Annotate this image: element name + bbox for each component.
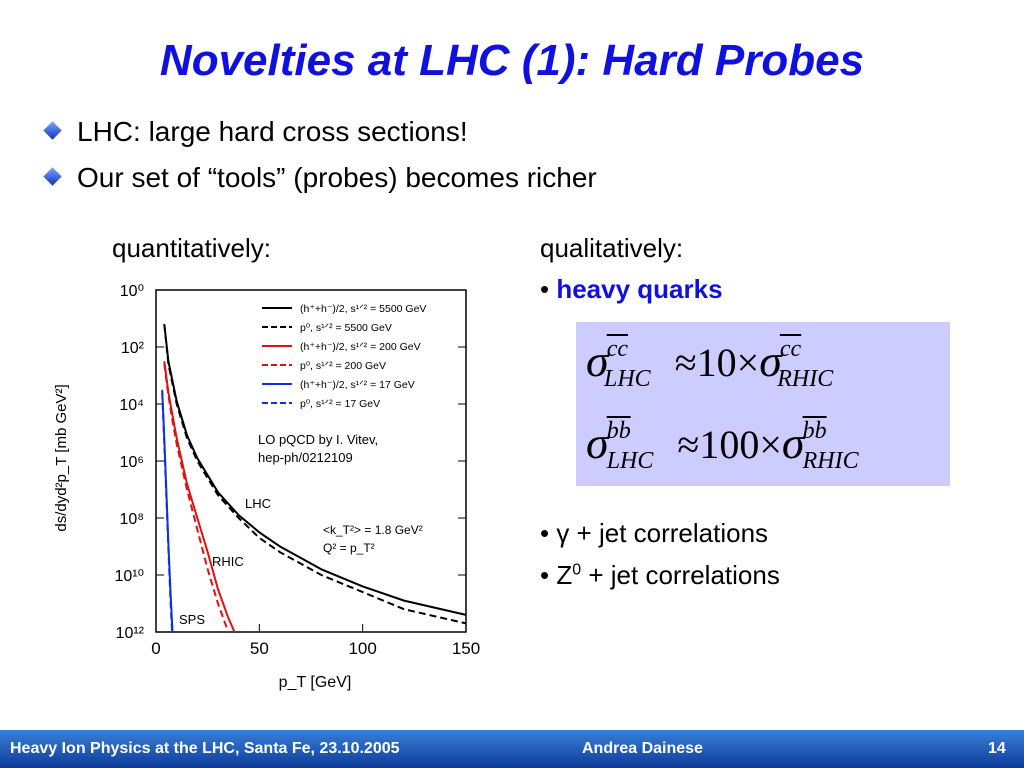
footer-bar: Heavy Ion Physics at the LHC, Santa Fe, … xyxy=(0,730,1024,768)
y-tick-label: 10⁶ xyxy=(120,454,144,471)
eq2-superscript-2: bb xyxy=(802,418,827,444)
eq1-superscript-2: cc xyxy=(779,336,802,362)
annotation-line-1: LO pQCD by I. Vitev, xyxy=(258,432,378,447)
qualitatively-label: qualitatively: xyxy=(540,233,684,263)
z0-superscript: 0 xyxy=(572,561,582,579)
legend-entry: p⁰, s¹ᐟ² = 5500 GeV xyxy=(300,322,392,334)
bullet-dot: • xyxy=(540,274,550,304)
sigma-symbol: σ xyxy=(586,417,609,468)
cross-section-chart: 10⁰ 10² 10⁴ 10⁶ 10⁸ 10¹⁰ 10¹² 0 50 100 150 (h⁺+h⁻… xyxy=(53,283,480,691)
eq1-subscript: LHC xyxy=(604,366,651,392)
z0-jet-item: • Z0 + jet correlations xyxy=(540,560,780,591)
legend-entry: (h⁺+h⁻)/2, s¹ᐟ² = 5500 GeV xyxy=(300,303,426,315)
x-tick-label: 150 xyxy=(452,639,480,658)
sigma-symbol: σ xyxy=(781,417,805,468)
y-tick-label: 10² xyxy=(121,340,145,357)
legend-entry: (h⁺+h⁻)/2, s¹ᐟ² = 200 GeV xyxy=(300,341,421,353)
eq1-superscript: cc xyxy=(606,336,628,362)
diamond-bullet-icon xyxy=(43,167,62,186)
footer-author: Andrea Dainese xyxy=(582,740,703,757)
eq1-relation: ≈10× xyxy=(674,340,760,385)
cross-section-equations: σccLHC ≈10×σccRHIC σbbLHC ≈100×σbbRHIC xyxy=(576,322,950,486)
y-tick-label: 10¹⁰ xyxy=(114,568,144,585)
x-tick-label: 50 xyxy=(250,639,269,658)
y-tick-label: 10⁴ xyxy=(119,397,144,414)
page-number: 14 xyxy=(988,740,1006,757)
z0-text: • Z xyxy=(540,560,573,590)
gamma-jet-item: • γ + jet correlations xyxy=(540,518,769,548)
region-label-sps: SPS xyxy=(179,612,205,627)
eq2-subscript-2: RHIC xyxy=(802,448,859,474)
equation-charm: σccLHC ≈10×σccRHIC xyxy=(586,334,833,392)
y-tick-label: 10⁸ xyxy=(119,511,144,528)
quantitatively-label: quantitatively: xyxy=(112,233,271,263)
eq2-relation: ≈100× xyxy=(677,422,782,467)
y-axis-label: ds/dyd²p_T [mb GeV²] xyxy=(53,384,70,531)
series-line-2 xyxy=(163,361,236,633)
x-tick-label: 100 xyxy=(348,639,376,658)
eq2-subscript: LHC xyxy=(606,448,654,474)
footer-event: Heavy Ion Physics at the LHC, Santa Fe, … xyxy=(10,740,400,757)
region-label-rhic: RHIC xyxy=(212,554,244,569)
heavy-quarks-text: heavy quarks xyxy=(556,274,723,304)
series-line-1 xyxy=(163,324,467,625)
x-tick-label: 0 xyxy=(151,639,160,658)
eq2-superscript: bb xyxy=(606,418,631,444)
eq1-subscript-2: RHIC xyxy=(777,366,834,392)
sigma-symbol: σ xyxy=(586,335,609,386)
legend-entry: p⁰, s¹ᐟ² = 200 GeV xyxy=(300,360,386,372)
param-label-q2: Q² = p_T² xyxy=(323,541,375,555)
diamond-bullet-icon xyxy=(43,121,62,140)
bullet-2-text: Our set of “tools” (probes) becomes rich… xyxy=(77,162,597,193)
y-tick-label: 10⁰ xyxy=(120,283,144,300)
sigma-symbol: σ xyxy=(759,335,782,386)
annotation-line-2: hep-ph/0212109 xyxy=(258,450,353,465)
bullet-1-text: LHC: large hard cross sections! xyxy=(77,116,468,147)
z0-rest: + jet correlations xyxy=(581,560,780,590)
legend-entry: (h⁺+h⁻)/2, s¹ᐟ² = 17 GeV xyxy=(300,379,415,391)
legend-entry: p⁰, s¹ᐟ² = 17 GeV xyxy=(300,398,380,410)
bullet-2: Our set of “tools” (probes) becomes rich… xyxy=(43,162,597,194)
series-line-3 xyxy=(163,363,230,633)
param-label-kt: <k_T²> = 1.8 GeV² xyxy=(323,523,423,537)
series-line-5 xyxy=(161,392,174,633)
heavy-quarks-item: • heavy quarks xyxy=(540,274,723,305)
slide-title: Novelties at LHC (1): Hard Probes xyxy=(159,36,865,85)
bullet-1: LHC: large hard cross sections! xyxy=(43,116,468,148)
region-label-lhc: LHC xyxy=(245,496,271,511)
x-axis-label: p_T [GeV] xyxy=(279,674,352,691)
y-tick-label: 10¹² xyxy=(116,625,145,642)
series-line-0 xyxy=(163,324,467,616)
equation-bottom: σbbLHC ≈100×σbbRHIC xyxy=(586,416,859,474)
